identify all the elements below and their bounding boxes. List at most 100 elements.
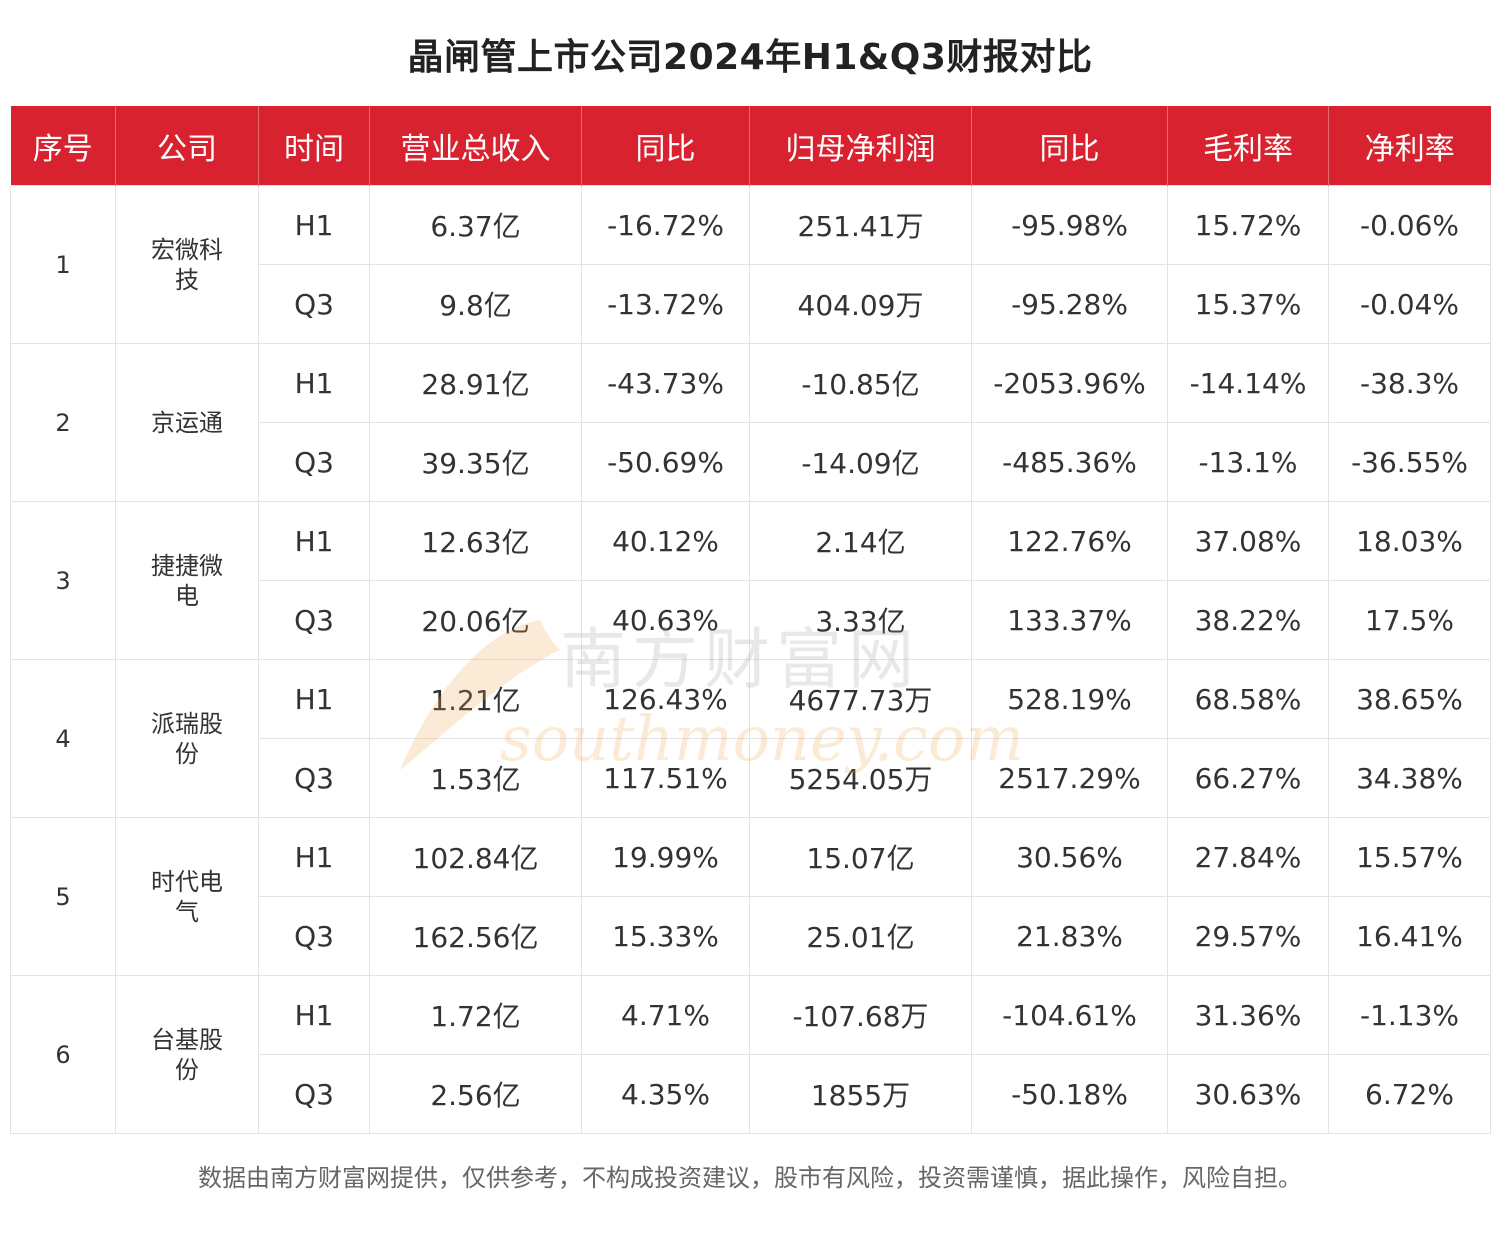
gross-margin-cell: 15.72% [1167,185,1329,265]
revenue-yoy-cell: 15.33% [581,896,750,976]
table-row: 1 宏微科技 H1 6.37亿 -16.72% 251.41万 -95.98% … [10,185,1491,344]
profit-yoy-cell: 122.76% [971,501,1168,581]
profit-yoy-cell: -95.98% [971,185,1168,265]
net-margin-cell: 17.5% [1328,580,1491,660]
net-margin-cell: 18.03% [1328,501,1491,581]
company-cell: 派瑞股份 [115,659,259,818]
net-margin-cell: -0.06% [1328,185,1491,265]
company-name: 台基股份 [151,1025,223,1084]
financial-report-table: 序号 公司 时间 营业总收入 同比 归母净利润 同比 毛利率 净利率 1 宏微科… [10,106,1491,1134]
net-profit-cell: 2.14亿 [749,501,972,581]
seq-cell: 5 [10,817,116,976]
header-gross-margin: 毛利率 [1167,106,1329,186]
company-cell: 台基股份 [115,975,259,1134]
revenue-yoy-cell: -13.72% [581,264,750,344]
period-cell: H1 [258,817,370,897]
net-margin-cell: -0.04% [1328,264,1491,344]
net-profit-cell: -14.09亿 [749,422,972,502]
period-cell: H1 [258,975,370,1055]
company-name: 派瑞股份 [151,709,223,768]
table-header-row: 序号 公司 时间 营业总收入 同比 归母净利润 同比 毛利率 净利率 [10,106,1491,186]
gross-margin-cell: -13.1% [1167,422,1329,502]
table-row: 6 台基股份 H1 1.72亿 4.71% -107.68万 -104.61% … [10,975,1491,1134]
net-profit-cell: 251.41万 [749,185,972,265]
net-profit-cell: 3.33亿 [749,580,972,660]
header-period: 时间 [258,106,370,186]
net-margin-cell: 6.72% [1328,1054,1491,1134]
period-cell: Q3 [258,580,370,660]
revenue-cell: 6.37亿 [369,185,582,265]
net-profit-cell: 4677.73万 [749,659,972,739]
period-cell: Q3 [258,1054,370,1134]
period-cell: H1 [258,343,370,423]
period-cell: Q3 [258,738,370,818]
net-margin-cell: -36.55% [1328,422,1491,502]
period-cell: Q3 [258,896,370,976]
seq-cell: 4 [10,659,116,818]
header-net-margin: 净利率 [1328,106,1491,186]
net-margin-cell: -38.3% [1328,343,1491,423]
period-cell: H1 [258,185,370,265]
page-title: 晶闸管上市公司2024年H1&Q3财报对比 [407,37,1093,78]
company-cell: 宏微科技 [115,185,259,344]
revenue-cell: 102.84亿 [369,817,582,897]
net-profit-cell: -10.85亿 [749,343,972,423]
profit-yoy-cell: -50.18% [971,1054,1168,1134]
profit-yoy-cell: -95.28% [971,264,1168,344]
revenue-yoy-cell: 126.43% [581,659,750,739]
revenue-yoy-cell: -43.73% [581,343,750,423]
table-row: Q3 1.53亿 117.51% 5254.05万 2517.29% 66.27… [11,738,1491,818]
net-profit-cell: 5254.05万 [749,738,972,818]
net-profit-cell: 404.09万 [749,264,972,344]
profit-yoy-cell: 133.37% [971,580,1168,660]
profit-yoy-cell: -104.61% [971,975,1168,1055]
gross-margin-cell: -14.14% [1167,343,1329,423]
company-cell: 京运通 [115,343,259,502]
company-name: 捷捷微电 [151,551,223,610]
revenue-cell: 1.21亿 [369,659,582,739]
revenue-yoy-cell: 40.12% [581,501,750,581]
revenue-cell: 162.56亿 [369,896,582,976]
net-profit-cell: -107.68万 [749,975,972,1055]
period-cell: H1 [258,659,370,739]
table-row: Q3 20.06亿 40.63% 3.33亿 133.37% 38.22% 17… [11,580,1491,660]
revenue-yoy-cell: 117.51% [581,738,750,818]
revenue-cell: 2.56亿 [369,1054,582,1134]
header-profit-yoy: 同比 [971,106,1168,186]
period-cell: H1 [258,501,370,581]
revenue-yoy-cell: 19.99% [581,817,750,897]
revenue-yoy-cell: 4.35% [581,1054,750,1134]
revenue-cell: 28.91亿 [369,343,582,423]
revenue-yoy-cell: -16.72% [581,185,750,265]
gross-margin-cell: 29.57% [1167,896,1329,976]
company-cell: 时代电气 [115,817,259,976]
company-cell: 捷捷微电 [115,501,259,660]
seq-cell: 3 [10,501,116,660]
profit-yoy-cell: 528.19% [971,659,1168,739]
gross-margin-cell: 15.37% [1167,264,1329,344]
gross-margin-cell: 66.27% [1167,738,1329,818]
table-row: Q3 162.56亿 15.33% 25.01亿 21.83% 29.57% 1… [11,896,1491,976]
seq-cell: 1 [10,185,116,344]
net-margin-cell: 16.41% [1328,896,1491,976]
header-company: 公司 [115,106,259,186]
gross-margin-cell: 30.63% [1167,1054,1329,1134]
seq-cell: 6 [10,975,116,1134]
revenue-cell: 20.06亿 [369,580,582,660]
seq-cell: 2 [10,343,116,502]
header-net-profit: 归母净利润 [749,106,972,186]
revenue-yoy-cell: -50.69% [581,422,750,502]
revenue-cell: 39.35亿 [369,422,582,502]
table-row: 2 京运通 H1 28.91亿 -43.73% -10.85亿 -2053.96… [10,343,1491,502]
profit-yoy-cell: 30.56% [971,817,1168,897]
gross-margin-cell: 31.36% [1167,975,1329,1055]
table-row: Q3 2.56亿 4.35% 1855万 -50.18% 30.63% 6.72… [11,1054,1491,1134]
net-profit-cell: 25.01亿 [749,896,972,976]
profit-yoy-cell: 2517.29% [971,738,1168,818]
revenue-cell: 1.72亿 [369,975,582,1055]
revenue-yoy-cell: 4.71% [581,975,750,1055]
header-seq: 序号 [10,106,116,186]
net-margin-cell: 34.38% [1328,738,1491,818]
net-margin-cell: -1.13% [1328,975,1491,1055]
table-row: 4 派瑞股份 H1 1.21亿 126.43% 4677.73万 528.19%… [10,659,1491,818]
